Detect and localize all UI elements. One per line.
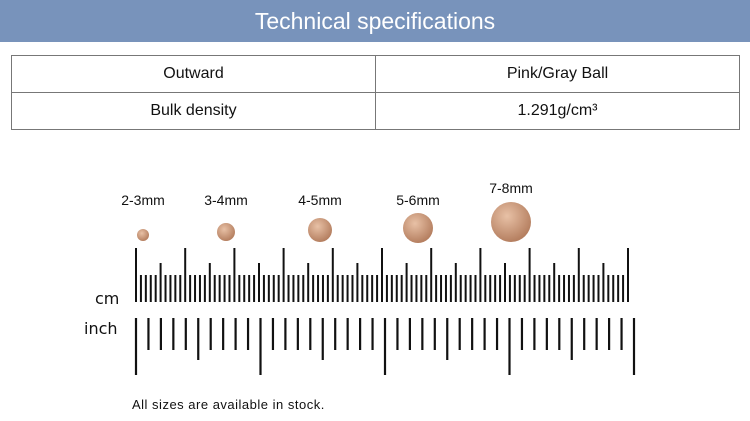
spec-label: Bulk density <box>11 92 376 130</box>
page-title: Technical specifications <box>0 0 750 42</box>
spec-label: Outward <box>11 55 376 93</box>
table-row: Bulk density 1.291g/cm³ <box>11 92 740 130</box>
size-label: 7-8mm <box>489 180 533 196</box>
specs-table: Outward Pink/Gray Ball Bulk density 1.291g… <box>11 55 740 130</box>
size-label: 5-6mm <box>396 192 440 208</box>
size-label: 3-4mm <box>204 192 248 208</box>
ball-icon <box>403 213 433 243</box>
cm-label: cm <box>95 289 119 308</box>
ball-icon <box>491 202 531 242</box>
inch-label: inch <box>84 319 118 338</box>
table-row: Outward Pink/Gray Ball <box>11 55 740 93</box>
ball-icon <box>308 218 332 242</box>
size-label: 4-5mm <box>298 192 342 208</box>
spec-value: 1.291g/cm³ <box>375 92 740 130</box>
size-label: 2-3mm <box>121 192 165 208</box>
ball-icon <box>137 229 149 241</box>
ball-icon <box>217 223 235 241</box>
stock-note: All sizes are available in stock. <box>132 397 325 412</box>
